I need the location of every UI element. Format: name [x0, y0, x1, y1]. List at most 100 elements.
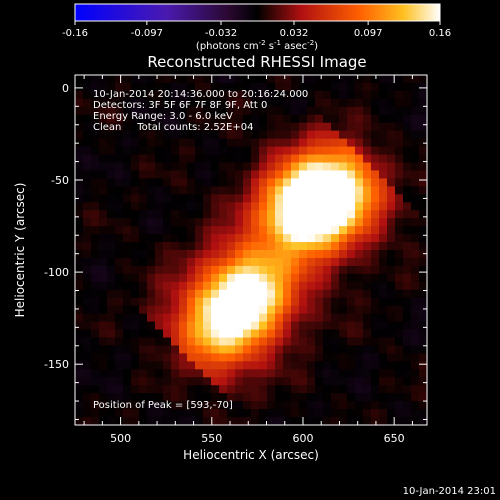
heatmap-cell [291, 178, 300, 187]
heatmap-cell [227, 369, 236, 378]
heatmap-cell [371, 337, 380, 347]
heatmap-cell [115, 194, 124, 203]
heatmap-cell [411, 186, 420, 195]
heatmap-cell [203, 130, 212, 140]
heatmap-cell [99, 194, 108, 203]
heatmap-cell [379, 178, 388, 187]
heatmap-cell [307, 234, 316, 243]
heatmap-cell [171, 297, 180, 307]
heatmap-cell [323, 106, 332, 116]
heatmap-cell [259, 305, 268, 315]
colorbar-tick-label: -0.16 [62, 28, 88, 39]
heatmap-cell [251, 377, 260, 386]
heatmap-cell [219, 170, 228, 179]
heatmap-cell [219, 409, 228, 418]
heatmap-cell [403, 234, 412, 243]
heatmap-cell [91, 321, 100, 331]
heatmap-cell [291, 257, 300, 267]
heatmap-cell [139, 226, 148, 235]
heatmap-cell [355, 289, 364, 299]
heatmap-cell [387, 409, 396, 418]
heatmap-cell [275, 218, 284, 227]
heatmap-cell [187, 98, 196, 108]
heatmap-cell [315, 130, 324, 140]
heatmap-cell [275, 369, 284, 378]
heatmap-cell [91, 202, 100, 211]
heatmap-cell [211, 130, 220, 140]
heatmap-cell [275, 337, 284, 347]
heatmap-cell [235, 146, 244, 156]
heatmap-cell [211, 154, 220, 164]
heatmap-cell [387, 273, 396, 283]
heatmap-cell [315, 361, 324, 370]
heatmap-cell [371, 90, 380, 100]
heatmap-cell [139, 345, 148, 354]
heatmap-cell [347, 369, 356, 378]
heatmap-cell [115, 305, 124, 315]
heatmap-cell [235, 321, 244, 331]
heatmap-cell [139, 273, 148, 283]
x-tick-label: 650 [384, 432, 405, 445]
heatmap-cell [139, 337, 148, 347]
heatmap-cell [347, 329, 356, 339]
heatmap-cell [83, 250, 92, 259]
heatmap-cell [171, 82, 180, 92]
heatmap-cell [139, 146, 148, 156]
x-axis: 500 550 600 650 [83, 75, 413, 445]
heatmap-cell [227, 154, 236, 164]
heatmap-cell [227, 393, 236, 402]
heatmap-cell [99, 114, 108, 124]
heatmap-cell [315, 90, 324, 100]
heatmap-cell [75, 138, 84, 148]
heatmap-cell [251, 313, 260, 323]
heatmap-cell [115, 114, 124, 124]
heatmap-cell [339, 281, 348, 291]
heatmap-cell [395, 202, 404, 211]
heatmap-cell [243, 393, 252, 402]
heatmap-cell [291, 353, 300, 362]
heatmap-cell [187, 122, 196, 132]
heatmap-cell [363, 289, 372, 299]
heatmap-cell [171, 377, 180, 386]
heatmap-cell [339, 273, 348, 283]
heatmap-cell [403, 273, 412, 283]
heatmap-cell [195, 281, 204, 291]
heatmap-cell [387, 289, 396, 299]
heatmap-cell [395, 226, 404, 235]
heatmap-cell [243, 329, 252, 339]
heatmap-cell [219, 130, 228, 140]
heatmap-cell [155, 257, 164, 267]
heatmap-cell [323, 385, 332, 394]
heatmap-cell [411, 377, 420, 386]
heatmap-cell [187, 162, 196, 172]
heatmap-cell [267, 114, 276, 124]
heatmap-cell [195, 218, 204, 227]
heatmap-cell [411, 297, 420, 307]
heatmap-cell [395, 170, 404, 179]
heatmap-cell [299, 289, 308, 299]
heatmap-cell [155, 337, 164, 347]
heatmap-cell [211, 401, 220, 410]
heatmap-cell [91, 170, 100, 179]
heatmap-cell [123, 234, 132, 243]
heatmap-cell [107, 90, 116, 100]
heatmap-cell [355, 210, 364, 219]
heatmap-cell [75, 305, 84, 315]
heatmap-cell [315, 162, 324, 172]
heatmap-cell [203, 218, 212, 227]
heatmap-cell [339, 345, 348, 354]
heatmap-cell [187, 178, 196, 187]
heatmap-cell [259, 401, 268, 410]
heatmap-cell [331, 385, 340, 394]
heatmap-cell [307, 242, 316, 251]
heatmap-cell [323, 186, 332, 195]
heatmap-cell [299, 138, 308, 148]
heatmap-cell [83, 178, 92, 187]
colorbar-ticks: -0.16 -0.097 -0.032 0.032 0.097 0.16 [62, 21, 451, 39]
heatmap-cell [131, 250, 140, 259]
heatmap-cell [211, 377, 220, 386]
heatmap-cell [187, 337, 196, 347]
heatmap-cell [395, 337, 404, 347]
heatmap-cell [363, 242, 372, 251]
heatmap-cell [371, 289, 380, 299]
